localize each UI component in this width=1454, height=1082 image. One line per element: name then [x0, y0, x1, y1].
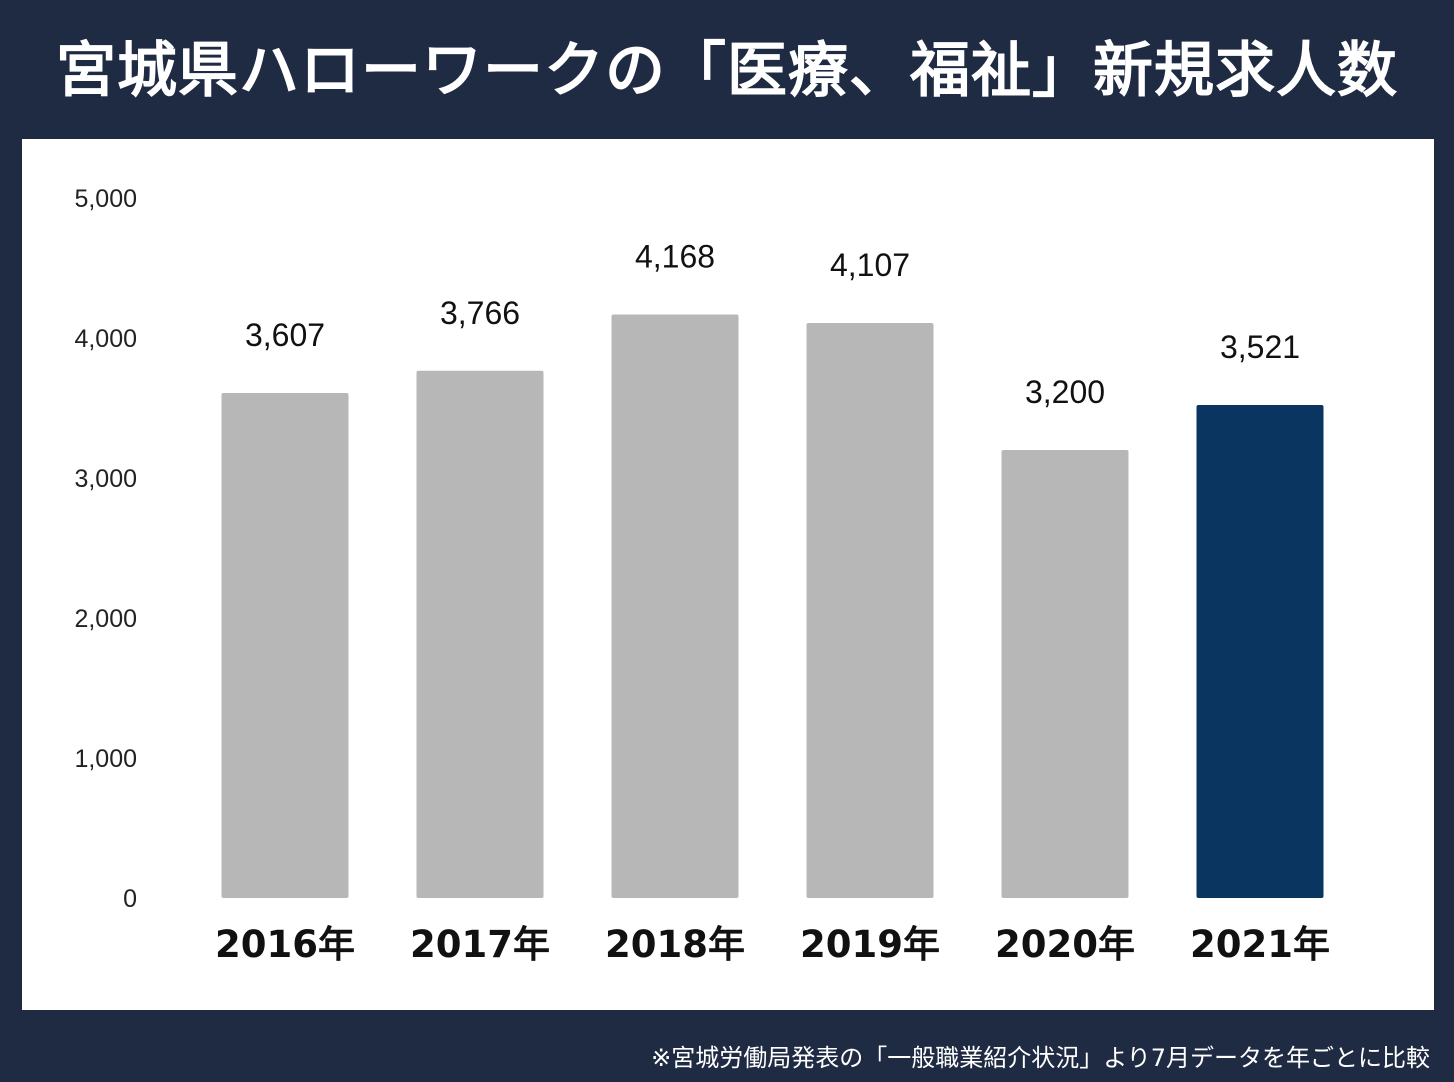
y-tick-label: 0: [123, 885, 137, 913]
x-tick-label: 2017年: [410, 923, 550, 966]
bar-chart: 0 1,000 2,000 3,000 4,000 5,000 3,607 2016年 3,76…: [74, 185, 1330, 966]
y-tick-label: 4,000: [74, 325, 137, 353]
bar-2019: [806, 323, 934, 898]
bar-2018: [611, 314, 739, 898]
x-tick-label: 2019年: [800, 923, 940, 966]
data-label: 3,607: [245, 317, 325, 353]
x-tick-label: 2016年: [215, 923, 355, 966]
chart-title: 宮城県ハローワークの「医療、福祉」新規求人数: [56, 36, 1398, 106]
bar-2017: [416, 370, 544, 898]
source-footnote: ※宮城労働局発表の「一般職業紹介状況」より7月データを年ごとに比較: [651, 1044, 1430, 1072]
data-label: 4,168: [635, 238, 715, 274]
x-tick-label: 2020年: [995, 923, 1135, 966]
chart-panel: 0 1,000 2,000 3,000 4,000 5,000 3,607 2016年 3,76…: [22, 139, 1434, 1010]
data-label: 3,200: [1025, 374, 1105, 410]
data-label: 3,521: [1220, 329, 1300, 365]
y-tick-label: 3,000: [74, 465, 137, 493]
x-tick-label: 2018年: [605, 923, 745, 966]
data-label: 4,107: [830, 247, 910, 283]
bar-2021: [1196, 405, 1324, 898]
y-tick-label: 2,000: [74, 605, 137, 633]
y-tick-label: 5,000: [74, 185, 137, 213]
bar-2016: [221, 393, 349, 898]
bar-2020: [1001, 450, 1129, 898]
x-tick-label: 2021年: [1190, 923, 1330, 966]
y-tick-label: 1,000: [74, 745, 137, 773]
data-label: 3,766: [440, 295, 520, 331]
